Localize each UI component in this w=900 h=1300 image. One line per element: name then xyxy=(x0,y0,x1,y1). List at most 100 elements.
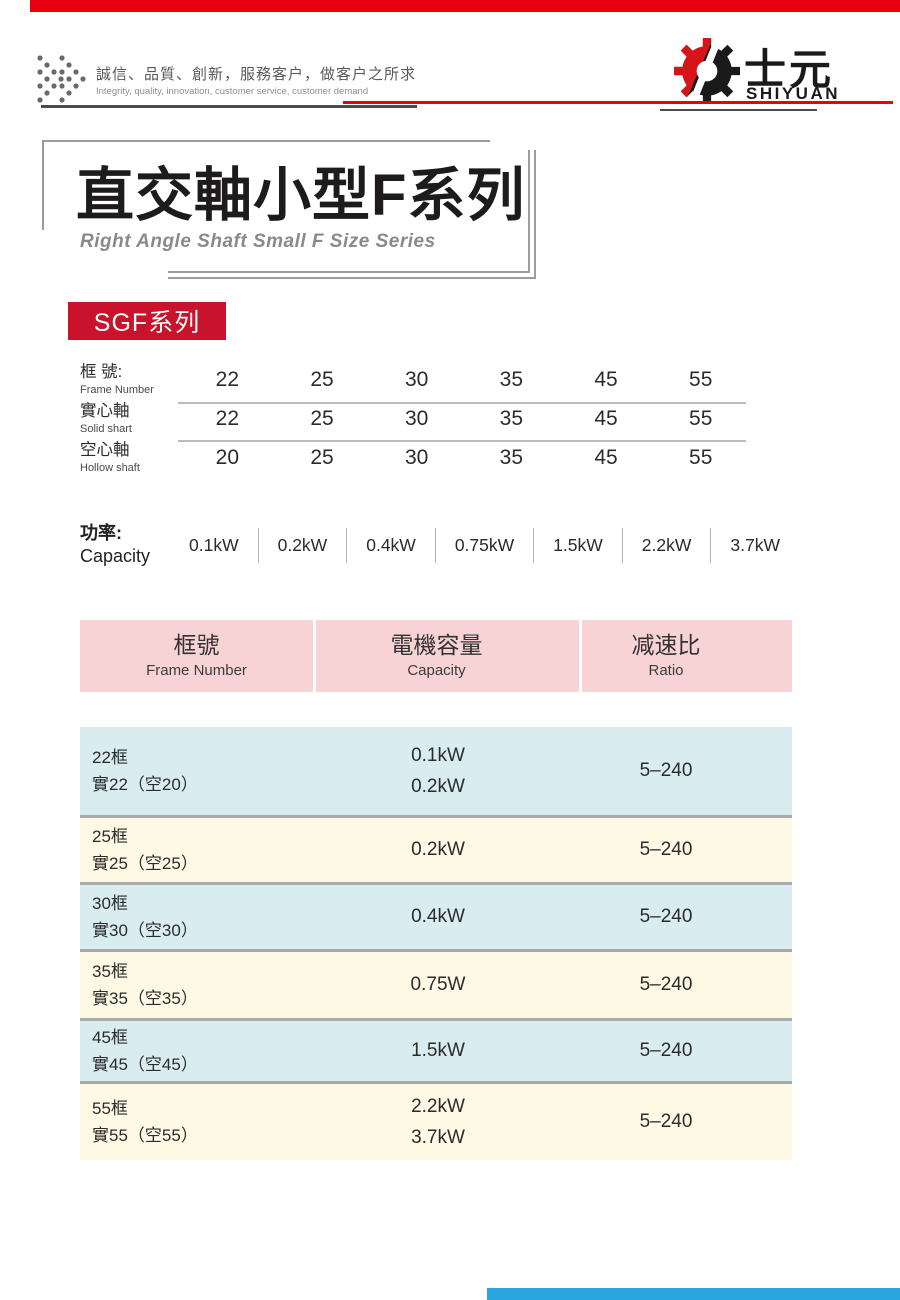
spec-divider xyxy=(178,440,746,442)
ratio-cell: 5–240 xyxy=(639,906,693,927)
spec-label-cn: 空心軸 xyxy=(80,441,130,460)
capacity-value: 0.4kW xyxy=(346,528,435,563)
spec-divider xyxy=(178,402,746,404)
spec-value: 20 xyxy=(215,445,240,469)
table-row: 30框 實30（空30） 0.4kW 5–240 xyxy=(80,882,792,949)
header-slogan-cn: 誠信、品質、創新，服務客户，做客户之所求 xyxy=(96,66,417,83)
capacity-value: 2.2kW xyxy=(621,528,711,563)
spec-value: 45 xyxy=(594,406,618,430)
frame-line2: 實30（空30） xyxy=(92,921,198,940)
capacity-value: 0.2kW xyxy=(257,528,347,563)
table-row: 25框 實25（空25） 0.2kW 5–240 xyxy=(80,815,792,882)
capacity-label-cn: 功率: xyxy=(80,523,122,543)
spec-label-en: Frame Number xyxy=(80,383,154,396)
gear-logo-icon xyxy=(674,38,740,104)
capacity-cell-value: 0.75W xyxy=(410,974,466,995)
table-row: 22框 實22（空20） 0.1kW 0.2kW 5–240 xyxy=(80,727,792,815)
table-row: 45框 實45（空45） 1.5kW 5–240 xyxy=(80,1018,792,1081)
header-rule-red xyxy=(343,101,893,104)
spec-value: 30 xyxy=(405,445,429,469)
header-en: Ratio xyxy=(648,661,684,679)
spec-label-cn: 框 號: xyxy=(80,363,123,382)
capacity-cell-value: 0.2kW xyxy=(411,775,465,797)
bottom-accent-bar xyxy=(487,1288,900,1300)
main-table-header: 框號 Frame Number 電機容量 Capacity 减速比 Ratio xyxy=(80,620,792,692)
header-cn: 框號 xyxy=(173,632,220,659)
header-cell-ratio: 减速比 Ratio xyxy=(582,620,792,692)
capacity-cell-value: 0.1kW xyxy=(411,744,465,766)
spec-value: 22 xyxy=(215,367,240,391)
capacity-value: 1.5kW xyxy=(533,528,622,563)
frame-line2: 實45（空45） xyxy=(92,1055,198,1074)
header-rule-gray-right xyxy=(660,109,817,111)
header-cn: 减速比 xyxy=(631,632,701,659)
logo-text-cn: 士元 xyxy=(744,46,835,93)
capacity-value: 3.7kW xyxy=(710,528,799,563)
spec-value: 45 xyxy=(594,367,618,391)
header-cell-frame-number: 框號 Frame Number xyxy=(80,620,316,692)
frame-line2: 實55（空55） xyxy=(92,1126,198,1145)
spec-value: 35 xyxy=(499,445,524,469)
ratio-cell: 5–240 xyxy=(639,1040,693,1061)
spec-value: 55 xyxy=(689,367,713,391)
spec-label-cn: 實心軸 xyxy=(80,402,130,421)
spec-value: 55 xyxy=(689,445,713,469)
page-title: 直交軸小型F系列 xyxy=(76,163,526,228)
main-table-body: 22框 實22（空20） 0.1kW 0.2kW 5–240 25框 實25（空… xyxy=(80,727,792,1160)
header-en: Frame Number xyxy=(146,661,247,679)
spec-value: 25 xyxy=(310,445,334,469)
spec-row-hollow-shaft: 空心軸 Hollow shaft 20 25 30 35 45 55 xyxy=(80,438,748,477)
ratio-cell: 5–240 xyxy=(639,839,693,860)
spec-value: 35 xyxy=(499,367,524,391)
logo-text-en: SHIYUAN xyxy=(746,84,841,103)
spec-table: 框 號: Frame Number 22 25 30 35 45 55 實心軸 … xyxy=(80,360,748,477)
frame-line1: 55框 xyxy=(92,1099,128,1118)
capacity-label-en: Capacity xyxy=(80,545,151,566)
frame-line2: 實35（空35） xyxy=(92,989,198,1008)
frame-line1: 35框 xyxy=(92,962,128,981)
capacity-value: 0.75kW xyxy=(434,528,533,563)
ratio-cell: 5–240 xyxy=(639,760,693,781)
spec-value: 25 xyxy=(310,406,334,430)
dotted-chevrons-icon xyxy=(37,55,86,103)
spec-value: 45 xyxy=(594,445,618,469)
spec-row-solid-shaft: 實心軸 Solid shart 22 25 30 35 45 55 xyxy=(80,399,748,438)
capacity-cell-value: 0.2kW xyxy=(411,839,465,860)
frame-line1: 30框 xyxy=(92,894,128,913)
capacity-cell-value: 2.2kW xyxy=(411,1095,465,1117)
table-row: 35框 實35（空35） 0.75W 5–240 xyxy=(80,949,792,1018)
spec-value: 30 xyxy=(405,367,429,391)
capacity-cell-value: 3.7kW xyxy=(411,1126,465,1148)
series-badge: SGF系列 xyxy=(68,302,226,340)
frame-line2: 實25（空25） xyxy=(92,854,198,873)
header-cn: 電機容量 xyxy=(390,632,483,659)
title-frame-bottomright-outer xyxy=(168,150,536,279)
spec-value: 25 xyxy=(310,367,334,391)
frame-line1: 45框 xyxy=(92,1028,128,1047)
capacity-cell-value: 0.4kW xyxy=(411,906,465,927)
spec-value: 35 xyxy=(499,406,524,430)
title-frame-bottomright-inner xyxy=(168,150,530,273)
frame-line1: 22框 xyxy=(92,748,128,767)
spec-row-frame-number: 框 號: Frame Number 22 25 30 35 45 55 xyxy=(80,360,748,399)
frame-line1: 25框 xyxy=(92,827,128,846)
capacity-values: 0.1kW 0.2kW 0.4kW 0.75kW 1.5kW 2.2kW 3.7… xyxy=(170,528,799,563)
ratio-cell: 5–240 xyxy=(639,974,693,995)
title-frame-topleft xyxy=(42,140,490,230)
spec-label-en: Solid shart xyxy=(80,422,132,435)
spec-label-en: Hollow shaft xyxy=(80,461,140,474)
header-rule-gray-left xyxy=(41,105,417,108)
page-subtitle: Right Angle Shaft Small F Size Series xyxy=(80,231,436,252)
spec-value: 22 xyxy=(215,406,240,430)
spec-value: 30 xyxy=(405,406,429,430)
capacity-label: 功率: Capacity xyxy=(80,522,150,567)
table-row: 55框 實55（空55） 2.2kW 3.7kW 5–240 xyxy=(80,1081,792,1160)
capacity-value: 0.1kW xyxy=(189,535,239,555)
header-en: Capacity xyxy=(407,661,466,679)
header-cell-capacity: 電機容量 Capacity xyxy=(316,620,582,692)
frame-line2: 實22（空20） xyxy=(92,775,198,794)
top-accent-bar xyxy=(30,0,900,12)
ratio-cell: 5–240 xyxy=(639,1111,693,1132)
header-slogan-en: Integrity, quality, innovation, customer… xyxy=(96,86,369,97)
